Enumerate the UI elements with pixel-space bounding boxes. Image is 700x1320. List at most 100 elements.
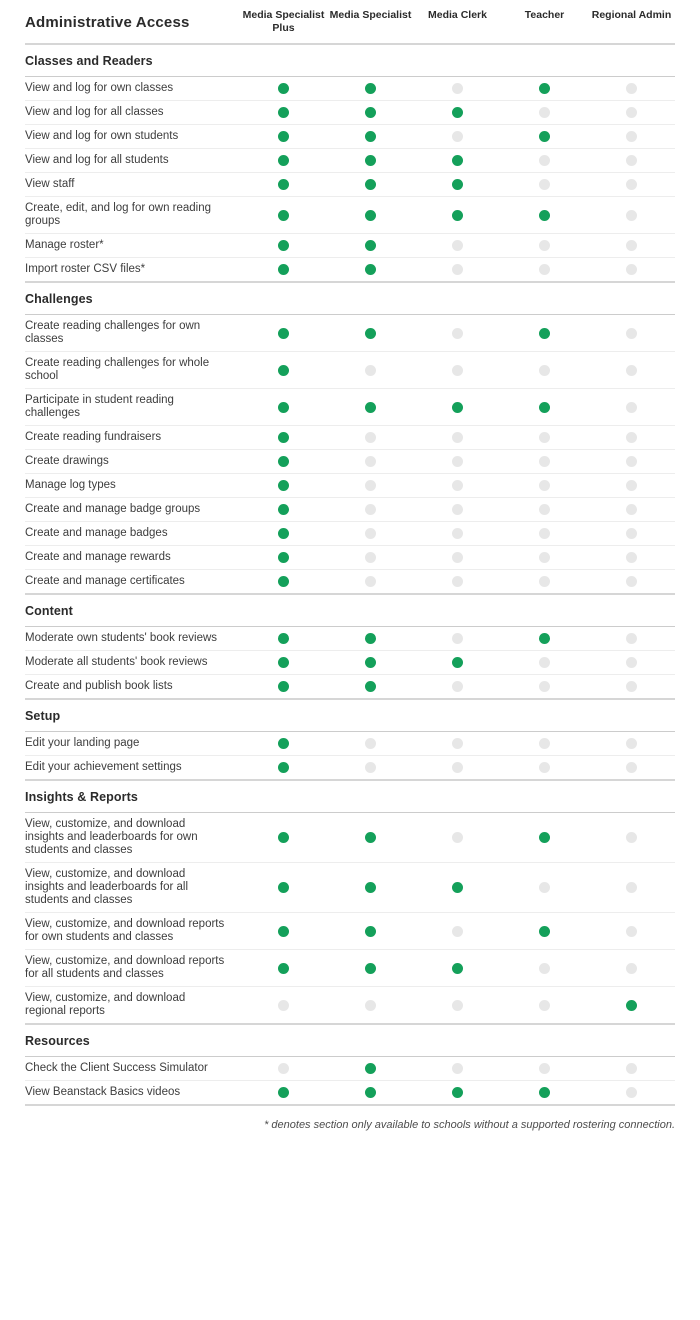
access-cell bbox=[327, 432, 414, 444]
access-granted-dot bbox=[365, 925, 376, 937]
access-cell bbox=[588, 155, 675, 167]
permission-label: View, customize, and download reports fo… bbox=[25, 918, 225, 944]
access-cell bbox=[588, 832, 675, 844]
access-granted-dot bbox=[278, 528, 289, 540]
access-denied-dot bbox=[365, 504, 376, 516]
access-denied-dot bbox=[626, 552, 637, 564]
access-cell bbox=[414, 1087, 501, 1099]
section: Insights & Reports View, customize, and d… bbox=[25, 779, 675, 1023]
permission-label: View staff bbox=[25, 178, 75, 191]
access-cell bbox=[588, 552, 675, 564]
access-denied-dot bbox=[539, 179, 550, 191]
access-granted-dot bbox=[278, 131, 289, 143]
access-granted-dot bbox=[365, 681, 376, 693]
table-row: View and log for own classes bbox=[25, 77, 675, 100]
access-cell bbox=[501, 1087, 588, 1099]
access-denied-dot bbox=[539, 962, 550, 974]
access-granted-dot bbox=[278, 83, 289, 95]
access-cell bbox=[327, 327, 414, 339]
access-denied-dot bbox=[539, 264, 550, 276]
access-cell bbox=[240, 528, 327, 540]
access-cell bbox=[588, 131, 675, 143]
table-row: Create reading challenges for whole scho… bbox=[25, 351, 675, 388]
access-denied-dot bbox=[452, 456, 463, 468]
access-granted-dot bbox=[278, 882, 289, 894]
access-cell bbox=[414, 155, 501, 167]
access-granted-dot bbox=[278, 633, 289, 645]
column-header-media-specialist-plus: Media Specialist Plus bbox=[242, 9, 325, 35]
access-cell bbox=[501, 264, 588, 276]
access-granted-dot bbox=[365, 131, 376, 143]
access-cell bbox=[501, 131, 588, 143]
table-row: View, customize, and download reports fo… bbox=[25, 912, 675, 949]
permission-label: Create drawings bbox=[25, 455, 109, 468]
table-row: Edit your achievement settings bbox=[25, 755, 675, 779]
access-cell bbox=[414, 456, 501, 468]
access-cell bbox=[327, 504, 414, 516]
access-denied-dot bbox=[626, 364, 637, 376]
access-cell bbox=[501, 738, 588, 750]
table-row: Moderate own students' book reviews bbox=[25, 627, 675, 650]
access-denied-dot bbox=[365, 528, 376, 540]
access-denied-dot bbox=[452, 681, 463, 693]
access-granted-dot bbox=[278, 681, 289, 693]
access-cell bbox=[240, 401, 327, 413]
access-cell bbox=[240, 882, 327, 894]
access-denied-dot bbox=[626, 1087, 637, 1099]
access-granted-dot bbox=[365, 401, 376, 413]
access-cell bbox=[327, 832, 414, 844]
access-denied-dot bbox=[365, 480, 376, 492]
access-granted-dot bbox=[452, 962, 463, 974]
access-cell bbox=[588, 681, 675, 693]
access-granted-dot bbox=[278, 327, 289, 339]
access-denied-dot bbox=[452, 576, 463, 588]
table-row: Import roster CSV files* bbox=[25, 257, 675, 281]
access-cell bbox=[240, 552, 327, 564]
access-denied-dot bbox=[626, 738, 637, 750]
access-granted-dot bbox=[278, 925, 289, 937]
access-denied-dot bbox=[452, 999, 463, 1011]
access-cell bbox=[414, 738, 501, 750]
permission-label: View and log for own classes bbox=[25, 82, 174, 95]
access-cell bbox=[501, 240, 588, 252]
access-cell bbox=[501, 83, 588, 95]
access-cell bbox=[327, 528, 414, 540]
access-cell bbox=[327, 131, 414, 143]
access-denied-dot bbox=[452, 832, 463, 844]
section-title: Classes and Readers bbox=[25, 45, 675, 78]
access-cell bbox=[327, 209, 414, 221]
access-cell bbox=[588, 179, 675, 191]
access-cell bbox=[327, 925, 414, 937]
access-denied-dot bbox=[539, 738, 550, 750]
access-denied-dot bbox=[365, 738, 376, 750]
access-cell bbox=[414, 962, 501, 974]
permission-label: View and log for own students bbox=[25, 130, 179, 143]
access-denied-dot bbox=[626, 657, 637, 669]
table-row: Create and manage badge groups bbox=[25, 497, 675, 521]
permission-label: View and log for all classes bbox=[25, 106, 164, 119]
access-cell bbox=[414, 107, 501, 119]
access-granted-dot bbox=[365, 179, 376, 191]
access-granted-dot bbox=[452, 107, 463, 119]
access-cell bbox=[588, 327, 675, 339]
table-row: View, customize, and download insights a… bbox=[25, 813, 675, 862]
access-cell bbox=[414, 762, 501, 774]
section-title: Insights & Reports bbox=[25, 781, 675, 814]
access-denied-dot bbox=[452, 264, 463, 276]
access-denied-dot bbox=[452, 528, 463, 540]
access-cell bbox=[327, 401, 414, 413]
access-granted-dot bbox=[278, 576, 289, 588]
column-header-media-clerk: Media Clerk bbox=[428, 9, 487, 21]
access-denied-dot bbox=[452, 240, 463, 252]
access-cell bbox=[588, 83, 675, 95]
access-cell bbox=[501, 432, 588, 444]
access-cell bbox=[240, 681, 327, 693]
table-row: View and log for all classes bbox=[25, 100, 675, 124]
permission-label: View, customize, and download insights a… bbox=[25, 818, 198, 857]
access-cell bbox=[327, 107, 414, 119]
table-row: View, customize, and download regional r… bbox=[25, 986, 675, 1023]
access-cell bbox=[240, 264, 327, 276]
access-cell bbox=[327, 576, 414, 588]
access-cell bbox=[327, 179, 414, 191]
